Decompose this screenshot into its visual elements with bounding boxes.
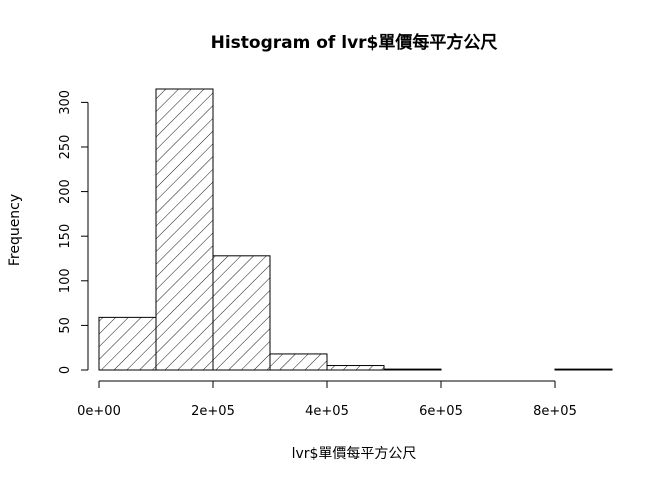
y-axis-label: Frequency (7, 194, 23, 266)
histogram-bar-4 (269, 353, 328, 371)
x-tick-label-5: 8e+05 (533, 404, 577, 419)
y-tick-label-1: 0 (58, 366, 73, 374)
x-axis: 0e+00 2e+05 4e+05 6e+05 8e+05 (77, 380, 577, 419)
x-tick-label-1: 0e+00 (77, 404, 121, 419)
y-tick-label-5: 200 (58, 179, 73, 204)
histogram-bar-2 (155, 88, 214, 371)
x-tick-label-2: 2e+05 (191, 404, 235, 419)
histogram-bar-9 (554, 368, 613, 371)
y-tick-label-2: 50 (58, 317, 73, 334)
chart-title: Histogram of lvr$單價每平方公尺 (211, 32, 498, 53)
y-tick-label-3: 100 (58, 268, 73, 293)
x-tick-label-4: 6e+05 (419, 404, 463, 419)
y-tick-label-4: 150 (58, 224, 73, 249)
histogram-bar-5 (326, 365, 385, 371)
y-tick-label-6: 250 (58, 135, 73, 160)
x-axis-label: lvr$單價每平方公尺 (292, 445, 417, 462)
bars-group (98, 88, 613, 371)
y-axis: 0 50 100 150 200 250 300 (58, 90, 89, 374)
histogram-bar-6 (383, 368, 442, 371)
histogram-bar-1 (98, 316, 157, 371)
x-tick-label-3: 4e+05 (305, 404, 349, 419)
histogram-bar-3 (212, 255, 271, 371)
y-tick-label-7: 300 (58, 90, 73, 115)
